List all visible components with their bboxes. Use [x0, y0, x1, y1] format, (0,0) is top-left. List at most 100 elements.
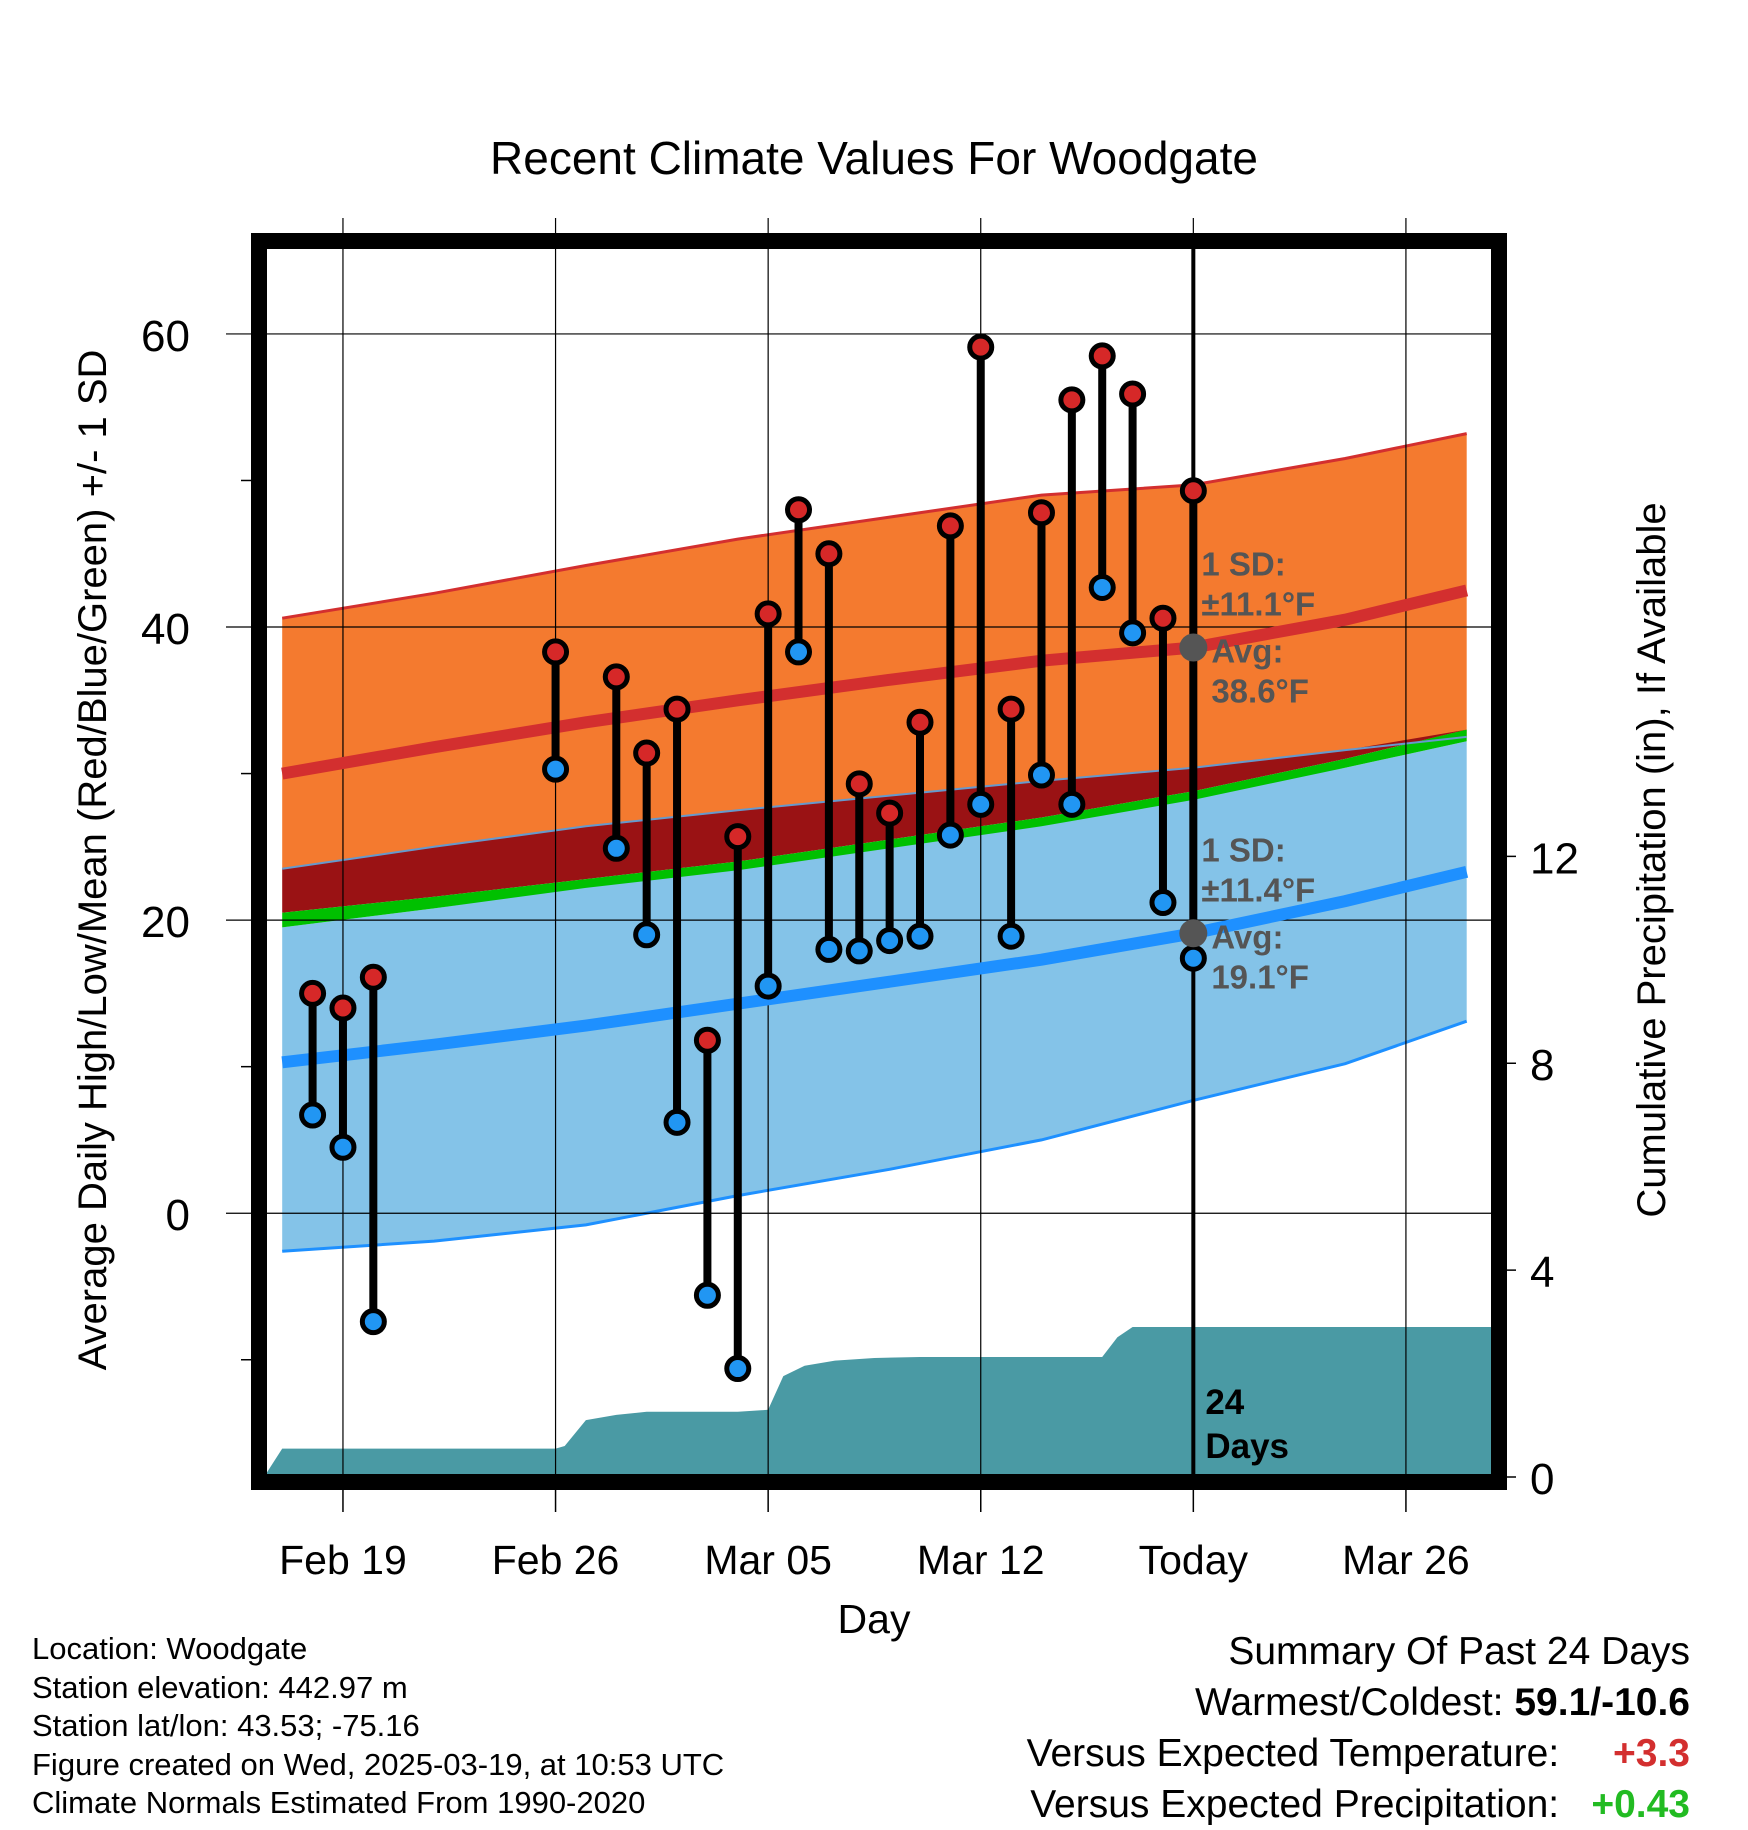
low-point — [936, 821, 964, 849]
high-point — [1058, 386, 1086, 414]
created-text: Figure created on Wed, 2025-03-19, at 10… — [32, 1746, 725, 1782]
high-point — [815, 540, 843, 568]
normal-bands — [281, 432, 1468, 1253]
low-point — [876, 927, 904, 955]
warmest-row: Warmest/Coldest: 59.1/-10.6 — [1027, 1677, 1690, 1728]
low-point — [1088, 573, 1116, 601]
high-point — [1119, 380, 1147, 408]
low-point — [967, 790, 995, 818]
y-right-tick-label: 8 — [1530, 1041, 1554, 1090]
y-right-tick-label: 0 — [1530, 1455, 1554, 1504]
today-low-avg-marker — [1179, 919, 1208, 948]
high-point — [876, 799, 904, 827]
x-axis-label: Day — [838, 1596, 911, 1642]
y-left-tick-label: 20 — [141, 898, 190, 947]
high-point — [967, 333, 995, 361]
high-mean-line — [281, 584, 1469, 780]
summary-title: Summary Of Past 24 Days — [1228, 1630, 1690, 1673]
high-point — [936, 512, 964, 540]
y-left-axis-label: Average Daily High/Low/Mean (Red/Blue/Gr… — [71, 350, 115, 1371]
x-tick-label: Feb 19 — [279, 1537, 407, 1583]
temp-value: +3.3 — [1613, 1732, 1690, 1775]
location-text: Location: Woodgate — [32, 1631, 308, 1666]
high-sd-value: ±11.1°F — [1201, 586, 1315, 623]
low-point — [602, 834, 630, 862]
low-point — [359, 1308, 387, 1336]
precip-area — [264, 1327, 1494, 1477]
y-left-tick-label: 0 — [166, 1191, 190, 1240]
low-point — [997, 922, 1025, 950]
chart-title: Recent Climate Values For Woodgate — [490, 132, 1258, 184]
today-high-avg-marker — [1179, 633, 1208, 662]
y-right-tick-label: 12 — [1530, 834, 1579, 883]
low-sd-band — [282, 741, 1467, 1252]
low-point — [724, 1355, 752, 1383]
low-sd-value: ±11.4°F — [1201, 871, 1315, 908]
days-count: 24 — [1205, 1383, 1244, 1422]
plot-border — [251, 233, 1507, 1490]
warmest-value: 59.1/-10.6 — [1514, 1681, 1690, 1724]
y-right-tick-label: 4 — [1530, 1248, 1554, 1297]
low-point — [693, 1281, 721, 1309]
high-point — [299, 979, 327, 1007]
temp-row: Versus Expected Temperature: +3.3 — [1027, 1728, 1690, 1779]
low-point — [845, 937, 873, 965]
low-point — [1149, 889, 1177, 917]
x-tick-label: Mar 26 — [1342, 1537, 1470, 1583]
high-point — [997, 695, 1025, 723]
x-tick-label: Feb 26 — [492, 1537, 620, 1583]
high-point — [785, 496, 813, 524]
high-point — [602, 663, 630, 691]
high-upper-edge — [281, 432, 1468, 620]
high-point — [359, 963, 387, 991]
x-tick-label: Mar 12 — [917, 1537, 1045, 1583]
warmest-label: Warmest/Coldest: — [1195, 1681, 1504, 1724]
low-point — [815, 935, 843, 963]
high-avg-label: Avg: — [1211, 633, 1283, 670]
temp-label: Versus Expected Temperature: — [1026, 1732, 1560, 1775]
overlap-band — [282, 729, 1467, 913]
high-sd-band — [282, 433, 1467, 869]
high-lower-edge — [282, 735, 1467, 870]
y-left-tick-label: 40 — [141, 605, 190, 654]
low-point — [785, 638, 813, 666]
low-point — [542, 755, 570, 783]
y-right-axis-label: Cumulative Precipitation (in), If Availa… — [1630, 502, 1674, 1217]
low-lower-edge — [282, 1019, 1468, 1253]
low-point — [754, 972, 782, 1000]
low-point — [1027, 761, 1055, 789]
x-tick-label: Today — [1139, 1537, 1249, 1583]
low-point — [1179, 944, 1207, 972]
observations — [299, 333, 1207, 1383]
low-point — [1058, 790, 1086, 818]
high-point — [724, 823, 752, 851]
low-avg-value: 19.1°F — [1211, 958, 1309, 995]
low-point — [329, 1133, 357, 1161]
days-word: Days — [1205, 1427, 1289, 1466]
low-point — [1119, 619, 1147, 647]
precip-label: Versus Expected Precipitation: — [1030, 1783, 1560, 1826]
low-point — [663, 1108, 691, 1136]
high-sd-label: 1 SD: — [1201, 546, 1285, 583]
low-point — [906, 922, 934, 950]
high-point — [906, 708, 934, 736]
high-point — [1179, 477, 1207, 505]
high-point — [845, 770, 873, 798]
high-point — [754, 600, 782, 628]
low-point — [633, 921, 661, 949]
high-point — [1149, 604, 1177, 632]
high-point — [633, 739, 661, 767]
precip-row: Versus Expected Precipitation: +0.43 — [1027, 1779, 1690, 1830]
mean-band — [282, 729, 1467, 928]
normal-lines — [281, 584, 1469, 1069]
high-point — [542, 638, 570, 666]
high-point — [693, 1026, 721, 1054]
station-info: Location: Woodgate Station elevation: 44… — [32, 1630, 724, 1823]
low-avg-label: Avg: — [1211, 918, 1283, 955]
latlon-text: Station lat/lon: 43.53; -75.16 — [32, 1708, 420, 1743]
summary-panel: Summary Of Past 24 Days Warmest/Coldest:… — [1027, 1626, 1690, 1830]
high-avg-value: 38.6°F — [1211, 673, 1309, 710]
axes: 0 20 40 60 0 4 8 12 Feb 19 Feb 26 Mar 05 Mar 12 Toda… — [71, 312, 1674, 1642]
